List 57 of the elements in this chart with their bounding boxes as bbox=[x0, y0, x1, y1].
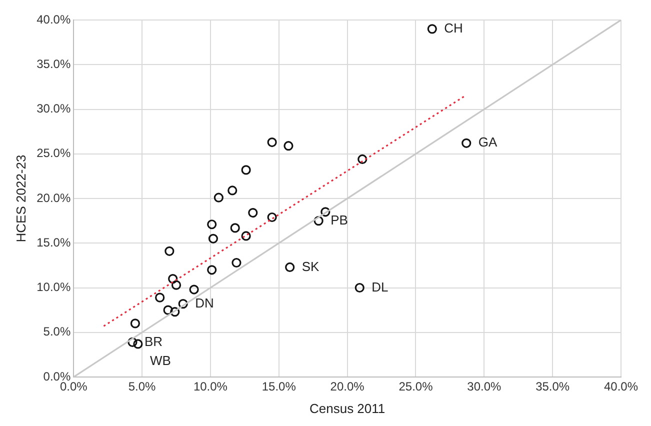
point bbox=[241, 231, 251, 241]
x-tick-label: 20.0% bbox=[330, 380, 365, 394]
y-tick-label: 35.0% bbox=[36, 56, 71, 71]
y-tick-label: 40.0% bbox=[36, 12, 71, 26]
point bbox=[427, 24, 437, 34]
x-tick-label: 5.0% bbox=[128, 380, 156, 394]
point bbox=[267, 212, 277, 222]
point bbox=[284, 141, 294, 151]
x-axis-title: Census 2011 bbox=[309, 400, 386, 416]
point bbox=[358, 154, 368, 164]
point bbox=[320, 207, 330, 217]
point bbox=[168, 274, 178, 284]
x-tick-label: 30.0% bbox=[467, 380, 502, 394]
point bbox=[164, 246, 174, 256]
point bbox=[248, 208, 258, 218]
annotation: DN bbox=[195, 295, 214, 310]
point bbox=[207, 220, 217, 230]
point bbox=[170, 307, 180, 317]
x-tick-label: 40.0% bbox=[604, 380, 638, 394]
annotation: SK bbox=[302, 258, 320, 274]
point bbox=[285, 262, 295, 272]
point bbox=[314, 216, 324, 226]
point bbox=[208, 234, 218, 244]
point bbox=[171, 280, 182, 290]
x-tick-label: 15.0% bbox=[262, 380, 296, 394]
point bbox=[128, 337, 138, 347]
y-tick-label: 10.0% bbox=[36, 280, 71, 294]
point bbox=[241, 165, 251, 175]
point bbox=[133, 339, 143, 349]
point bbox=[189, 284, 199, 294]
point bbox=[178, 299, 188, 309]
y-tick-label: 30.0% bbox=[36, 102, 71, 116]
y-tick-label: 5.0% bbox=[43, 324, 71, 339]
point bbox=[267, 137, 277, 148]
y-tick-label: 25.0% bbox=[36, 146, 71, 160]
annotation: GA bbox=[478, 134, 498, 150]
y-tick-label: 15.0% bbox=[36, 235, 71, 250]
y-axis-title: HCES 2022-23 bbox=[13, 154, 28, 242]
point bbox=[232, 258, 242, 268]
annotation: CH bbox=[444, 20, 463, 36]
point bbox=[207, 265, 217, 275]
annotation: WB bbox=[150, 353, 171, 368]
point bbox=[214, 192, 224, 202]
point bbox=[462, 138, 472, 148]
point bbox=[155, 292, 165, 302]
x-tick-label: 25.0% bbox=[398, 380, 434, 394]
point bbox=[354, 282, 364, 293]
y-tick-label: 20.0% bbox=[36, 190, 71, 205]
x-tick-label: 35.0% bbox=[536, 380, 570, 394]
x-tick-label: 10.0% bbox=[193, 380, 228, 394]
point bbox=[130, 318, 140, 328]
annotation: BR bbox=[144, 334, 163, 349]
annotation: PB bbox=[330, 212, 348, 228]
point bbox=[163, 305, 173, 315]
point bbox=[228, 186, 238, 196]
annotation: DL bbox=[372, 279, 388, 294]
point bbox=[230, 223, 240, 233]
